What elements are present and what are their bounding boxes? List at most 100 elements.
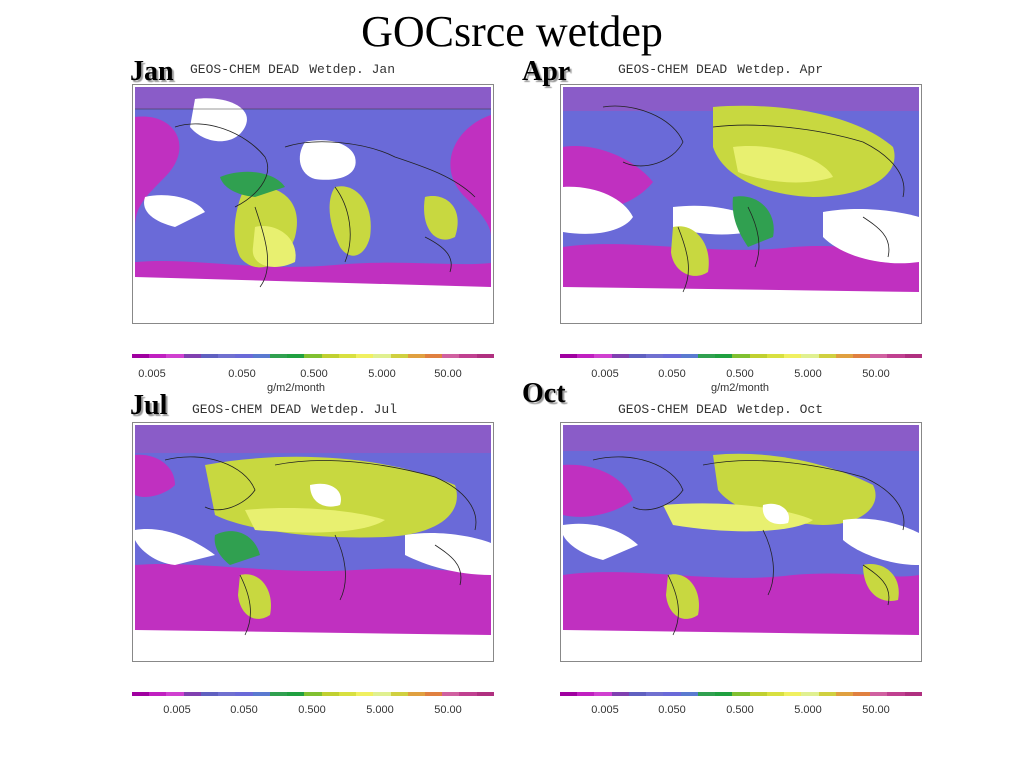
- colorbar-segment: [560, 692, 578, 696]
- colorbar-segment: [715, 692, 733, 696]
- colorbar-segment: [680, 692, 698, 696]
- colorbar-segment: [784, 354, 802, 358]
- tick-label: 0.050: [658, 368, 686, 380]
- colorbar-segment: [356, 692, 374, 696]
- tick-label: 0.500: [726, 368, 754, 380]
- colorbar-segment: [697, 354, 716, 358]
- colorbar-segment: [749, 354, 767, 358]
- colorbar-segment: [801, 354, 819, 358]
- variable-name: Wetdep. Jan: [309, 62, 396, 77]
- month-label: Oct: [522, 378, 566, 409]
- map-frame: [560, 422, 922, 662]
- wetdep-map-apr: [563, 87, 919, 321]
- tick-label: 0.050: [658, 704, 686, 716]
- colorbar-segment: [870, 354, 888, 358]
- colorbar-segment: [835, 692, 853, 696]
- colorbar-segment: [577, 354, 595, 358]
- map-frame: [560, 84, 922, 324]
- colorbar-units: g/m2/month: [266, 382, 326, 394]
- colorbar-segment: [218, 692, 236, 696]
- colorbar-segment: [611, 354, 629, 358]
- colorbar-segment: [287, 354, 305, 358]
- colorbar-segment: [390, 354, 408, 358]
- colorbar-segment: [818, 692, 836, 696]
- tick-label: 5.000: [794, 368, 822, 380]
- colorbar-segment: [287, 692, 305, 696]
- colorbar-segment: [732, 354, 750, 358]
- model-name: GEOS-CHEM DEAD: [190, 62, 300, 77]
- month-label: Apr: [522, 56, 571, 87]
- colorbar-segment: [663, 692, 681, 696]
- colorbar-ticks: 0.005 0.050 0.500 5.000 50.00: [560, 704, 922, 720]
- colorbar-segment: [424, 692, 443, 696]
- colorbar-segment: [628, 692, 647, 696]
- month-label: Jul: [130, 390, 168, 421]
- colorbar-segment: [407, 692, 425, 696]
- wetdep-map-jul: [135, 425, 491, 659]
- colorbar-segment: [476, 692, 494, 696]
- colorbar-segment: [269, 354, 288, 358]
- tick-label: 50.00: [862, 704, 890, 716]
- tick-label: 0.005: [163, 704, 191, 716]
- colorbar-segment: [476, 354, 494, 358]
- map-frame: [132, 84, 494, 324]
- tick-label: 0.050: [230, 704, 258, 716]
- colorbar-segment: [183, 354, 201, 358]
- colorbar-segment: [766, 354, 785, 358]
- colorbar-segment: [459, 692, 477, 696]
- colorbar-segment: [715, 354, 733, 358]
- colorbar-segment: [459, 354, 477, 358]
- colorbar-ticks: 0.005 0.050 0.500 5.000 50.00: [132, 704, 494, 720]
- colorbar-segment: [166, 354, 184, 358]
- wetdep-map-oct: [563, 425, 919, 659]
- map-title: GEOS-CHEM DEAD Wetdep. Jan: [190, 62, 405, 77]
- map-title: GEOS-CHEM DEAD Wetdep. Oct: [618, 402, 833, 417]
- map-title: GEOS-CHEM DEAD Wetdep. Jul: [192, 402, 407, 417]
- colorbar-segment: [852, 692, 871, 696]
- colorbar-segment: [252, 354, 270, 358]
- tick-label: 50.00: [434, 368, 462, 380]
- wetdep-map-jan: [135, 87, 491, 321]
- variable-name: Wetdep. Oct: [737, 402, 824, 417]
- colorbar-segment: [200, 692, 219, 696]
- tick-label: 0.005: [591, 368, 619, 380]
- colorbar-segment: [594, 354, 612, 358]
- tick-label: 0.500: [726, 704, 754, 716]
- colorbar-segment: [252, 692, 270, 696]
- colorbar-segment: [442, 692, 460, 696]
- tick-label: 0.005: [138, 368, 166, 380]
- map-title: GEOS-CHEM DEAD Wetdep. Apr: [618, 62, 833, 77]
- colorbar-segment: [749, 692, 767, 696]
- tick-label: 5.000: [366, 704, 394, 716]
- tick-label: 0.500: [300, 368, 328, 380]
- colorbar-segment: [887, 692, 905, 696]
- colorbar-ticks: 0.005 0.050 0.500 5.000 50.00: [560, 368, 922, 384]
- colorbar-segment: [235, 692, 253, 696]
- colorbar-segment: [373, 354, 391, 358]
- colorbar-segment: [218, 354, 236, 358]
- colorbar-segment: [321, 692, 339, 696]
- colorbar-segment: [766, 692, 785, 696]
- colorbar-segment: [149, 692, 167, 696]
- colorbar-segment: [680, 354, 698, 358]
- colorbar-segment: [407, 354, 425, 358]
- colorbar-segment: [166, 692, 184, 696]
- map-frame: [132, 422, 494, 662]
- panel-apr: Apr GEOS-CHEM DEAD Wetdep. Apr 0.005 0.05…: [522, 56, 940, 394]
- panel-oct: Oct GEOS-CHEM DEAD Wetdep. Oct 0.005 0.05…: [522, 378, 940, 716]
- colorbar-segment: [132, 692, 150, 696]
- colorbar: [560, 692, 922, 696]
- colorbar-segment: [183, 692, 201, 696]
- colorbar: [560, 354, 922, 358]
- colorbar-segment: [442, 354, 460, 358]
- colorbar-segment: [390, 692, 408, 696]
- colorbar-segment: [887, 354, 905, 358]
- colorbar-segment: [338, 692, 357, 696]
- colorbar-segment: [132, 354, 150, 358]
- colorbar-ticks: 0.005 0.050 0.500 5.000 50.00: [132, 368, 494, 384]
- colorbar-segment: [784, 692, 802, 696]
- colorbar-segment: [904, 354, 922, 358]
- variable-name: Wetdep. Jul: [311, 402, 398, 417]
- colorbar-segment: [269, 692, 288, 696]
- tick-label: 5.000: [368, 368, 396, 380]
